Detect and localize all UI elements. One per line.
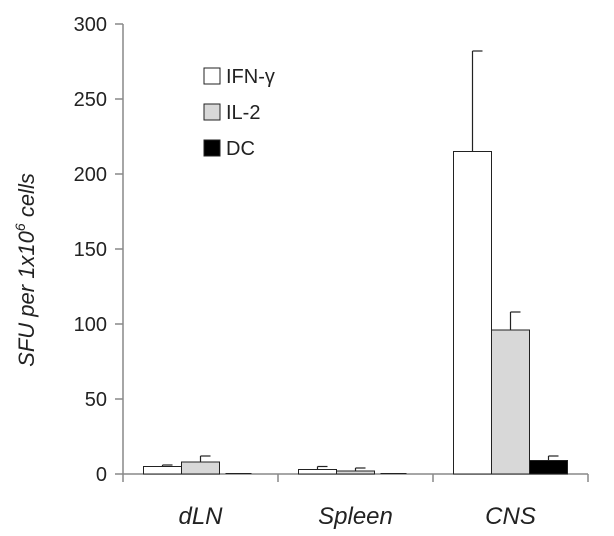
bar-spleen-1 [336, 470, 375, 475]
y-axis-title: SFU per 1x106 cells [12, 173, 39, 367]
bars [143, 151, 568, 475]
y-tick-label: 150 [74, 239, 107, 261]
legend-swatch-1 [203, 103, 221, 121]
legend-swatch-0 [203, 67, 221, 85]
category-label-spleen: Spleen [318, 503, 393, 530]
x-ticks [122, 474, 589, 482]
error-bars [161, 50, 559, 471]
category-labels: dLN Spleen CNS [178, 503, 535, 530]
legend-label-2: DC [226, 138, 255, 160]
y-axis-title-main: SFU per 1x10 [14, 230, 39, 366]
legend-label-1: IL-2 [226, 102, 260, 124]
y-tick-label: 100 [74, 314, 107, 336]
y-axis-title-superscript: 6 [12, 223, 28, 231]
bar-dln-0 [143, 466, 182, 475]
y-tick-label: 250 [74, 89, 107, 111]
y-ticks: 0 50 100 150 200 250 300 [74, 14, 123, 486]
bar-cns-1 [491, 329, 530, 475]
bar-cns-0 [453, 151, 492, 475]
category-label-dln: dLN [178, 503, 223, 530]
category-label-cns: CNS [485, 503, 536, 530]
legend-label-0: IFN-γ [226, 66, 275, 88]
y-tick-label: 200 [74, 164, 107, 186]
bar-cns-2 [529, 460, 568, 475]
y-tick-label: 0 [96, 464, 107, 486]
y-axis-title-suffix: cells [14, 173, 39, 223]
y-tick-label: 300 [74, 14, 107, 36]
legend-swatch-2 [203, 139, 221, 157]
bar-spleen-0 [298, 469, 337, 475]
legend: IFN-γ IL-2 DC [203, 66, 275, 160]
bar-dln-1 [181, 461, 220, 475]
y-tick-label: 50 [85, 389, 107, 411]
